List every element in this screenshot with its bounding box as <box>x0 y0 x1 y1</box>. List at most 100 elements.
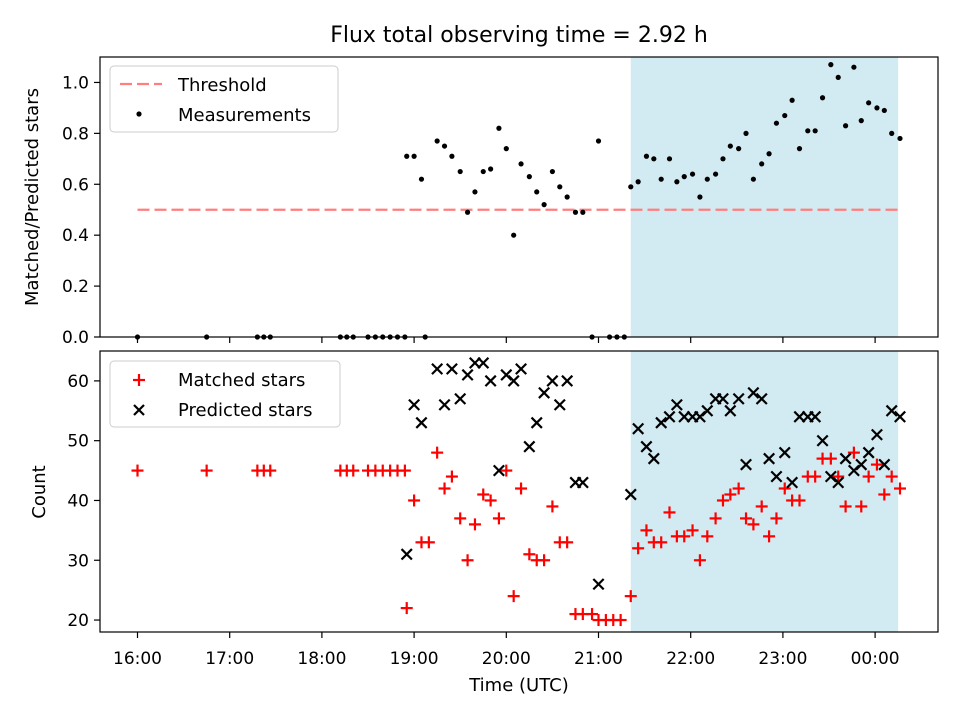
matched-star-point <box>763 530 776 543</box>
predicted-star-point <box>747 386 760 399</box>
predicted-star-point <box>576 476 589 489</box>
matched-star-point <box>468 518 481 531</box>
y-tick-label: 0.0 <box>62 328 89 348</box>
measurement-point <box>874 105 880 111</box>
predicted-x-b <box>716 392 729 405</box>
predicted-x-b <box>670 398 683 411</box>
ratio-panel: 0.0 0.2 0.4 0.6 0.8 1.0 Matched/Predicted sta… <box>22 56 939 348</box>
predicted-star-point <box>894 410 906 423</box>
matched-star-point <box>398 464 411 477</box>
matched-star-points <box>131 446 906 627</box>
matched-star-point <box>862 470 875 483</box>
predicted-star-point <box>778 446 791 459</box>
matched-star-point <box>614 614 627 627</box>
predicted-x-b <box>732 392 745 405</box>
y-tick-label: 30 <box>67 551 89 571</box>
measurement-point <box>704 176 710 182</box>
matched-star-point <box>538 554 551 567</box>
predicted-x-b <box>640 440 653 453</box>
measurement-point <box>557 184 563 190</box>
predicted-x-b <box>647 452 660 465</box>
predicted-x-b <box>632 422 645 435</box>
predicted-star-point <box>740 458 752 471</box>
x-ticks-top <box>136 337 876 343</box>
predicted-x-b <box>477 356 490 369</box>
matched-star-point <box>347 464 360 477</box>
matched-star-point <box>793 494 806 507</box>
matched-star-point <box>732 482 745 495</box>
predicted-x-b <box>530 416 543 429</box>
predicted-x-b <box>400 548 413 561</box>
predicted-x-b <box>484 374 497 387</box>
predicted-star-point <box>663 410 676 423</box>
predicted-star-points <box>400 356 906 591</box>
matched-star-point <box>561 536 574 549</box>
predicted-star-point <box>538 386 551 399</box>
predicted-x-b <box>461 368 474 381</box>
measurement-point <box>628 184 634 190</box>
measurement-point <box>712 171 719 177</box>
x-tick-label: 17:00 <box>205 649 254 669</box>
y-tick-label: 20 <box>67 611 89 631</box>
matched-star-point <box>740 512 753 525</box>
predicted-star-point <box>431 362 444 375</box>
measurement-point <box>866 100 872 106</box>
x-axis-label: Time (UTC) <box>468 675 569 696</box>
predicted-star-point <box>484 374 497 387</box>
predicted-x-b <box>809 410 822 423</box>
predicted-star-point <box>415 416 428 429</box>
matched-star-point <box>422 536 435 549</box>
measurement-point <box>651 156 657 162</box>
measurement-point <box>480 168 486 175</box>
measurement-point <box>472 189 478 195</box>
predicted-star-point <box>454 392 467 405</box>
predicted-star-point <box>507 374 520 387</box>
matched-star-point <box>847 446 860 459</box>
predicted-x-b <box>438 398 451 411</box>
predicted-star-point <box>832 476 845 489</box>
matched-star-point <box>431 446 444 459</box>
predicted-star-point <box>546 374 559 387</box>
matched-star-point <box>507 590 520 603</box>
matched-star-point <box>515 482 528 495</box>
legend-measurements-swatch <box>136 111 142 117</box>
y-tick-label: 0.4 <box>62 226 89 246</box>
measurement-point <box>534 189 540 195</box>
x-tick-label: 22:00 <box>666 649 715 669</box>
measurement-point <box>805 128 811 134</box>
predicted-x-b <box>832 476 845 489</box>
matched-star-point <box>500 464 513 477</box>
measurement-point <box>681 174 687 180</box>
predicted-x-b <box>546 374 559 387</box>
predicted-x-b <box>408 398 421 411</box>
measurement-point <box>666 156 673 162</box>
predicted-x-b <box>763 452 776 465</box>
y-tick-label: 1.0 <box>62 73 89 93</box>
legend-predicted-label: Predicted stars <box>178 400 312 421</box>
matched-star-point <box>686 524 699 537</box>
y-axis-label-bottom: Count <box>29 465 50 518</box>
matched-star-point <box>200 464 213 477</box>
x-tick-label: 19:00 <box>390 649 439 669</box>
measurement-point <box>541 202 547 208</box>
predicted-x-b <box>445 362 458 375</box>
matched-star-point <box>477 488 490 501</box>
axes-frame-top <box>99 56 939 338</box>
matched-star-point <box>893 482 906 495</box>
predicted-star-point <box>445 362 458 375</box>
matched-star-point <box>678 530 691 543</box>
measurement-point <box>819 95 826 101</box>
predicted-star-point <box>477 356 490 369</box>
predicted-star-point <box>461 368 474 381</box>
y-tick-label: 0.8 <box>62 124 89 144</box>
legend-threshold-label: Threshold <box>177 75 267 96</box>
predicted-star-point <box>655 416 668 429</box>
predicted-x-b <box>523 440 536 453</box>
matched-star-point <box>492 512 505 525</box>
matched-star-point <box>747 518 760 531</box>
legend-predicted-swatch <box>133 404 145 416</box>
predicted-star-point <box>885 404 898 417</box>
matched-star-point <box>701 530 714 543</box>
x-tick-label: 16:00 <box>113 649 162 669</box>
